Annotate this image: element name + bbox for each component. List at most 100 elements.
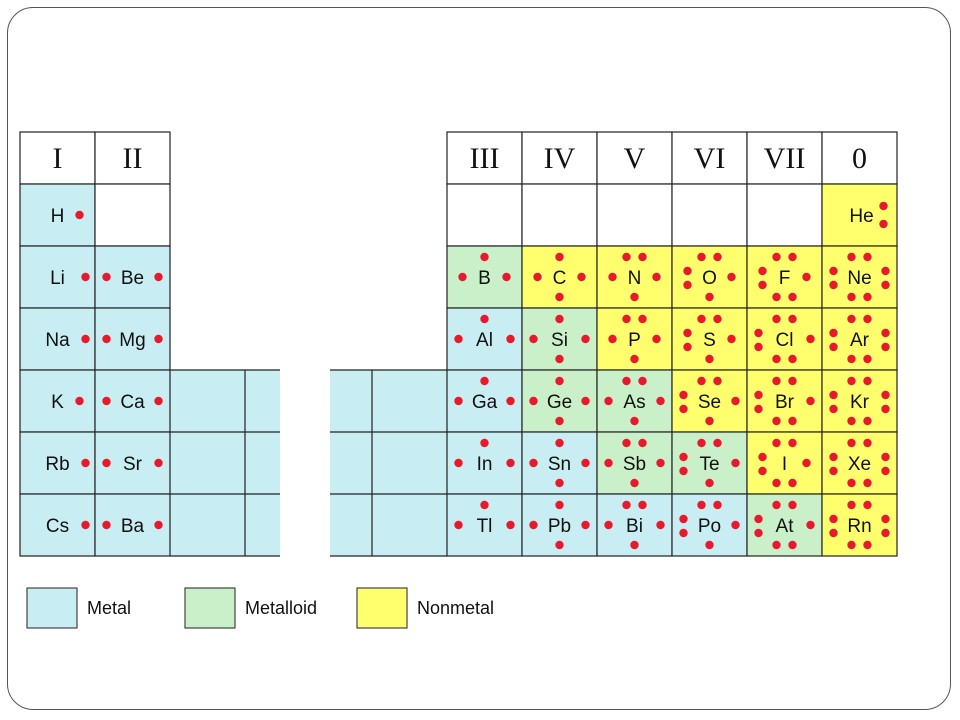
valence-electron-dot xyxy=(705,416,714,426)
group-label: IV xyxy=(544,142,576,175)
element-symbol: Rn xyxy=(847,516,871,537)
valence-electron-dot xyxy=(881,266,890,276)
element-o: O xyxy=(671,245,748,309)
valence-electron-dot xyxy=(555,438,564,448)
valence-electron-dot xyxy=(697,314,706,324)
valence-electron-dot xyxy=(772,354,781,364)
valence-electron-dot xyxy=(879,201,888,211)
element-as: As xyxy=(596,369,673,433)
empty-cell xyxy=(746,183,823,247)
valence-electron-dot xyxy=(604,520,613,530)
element-k: K xyxy=(19,369,96,433)
element-na: Na xyxy=(19,307,96,371)
valence-electron-dot xyxy=(727,334,736,344)
valence-electron-dot xyxy=(638,314,647,324)
group-label: I xyxy=(53,142,63,175)
cell-background xyxy=(821,307,898,371)
valence-electron-dot xyxy=(829,528,838,538)
valence-electron-dot xyxy=(758,280,767,290)
valence-electron-dot xyxy=(622,314,631,324)
valence-electron-dot xyxy=(758,452,767,462)
valence-electron-dot xyxy=(772,478,781,488)
element-si: Si xyxy=(521,307,598,371)
cell-background xyxy=(446,183,523,247)
element-symbol: Mg xyxy=(119,330,145,351)
element-symbol: S xyxy=(703,330,716,351)
element-symbol: Se xyxy=(698,392,721,413)
element-symbol: Po xyxy=(698,516,721,537)
element-pb: Pb xyxy=(521,493,598,557)
valence-electron-dot xyxy=(581,396,590,406)
valence-electron-dot xyxy=(881,466,890,476)
element-symbol: B xyxy=(478,268,491,289)
group-header-v: V xyxy=(596,131,673,185)
valence-electron-dot xyxy=(863,314,872,324)
valence-electron-dot xyxy=(788,500,797,510)
transition-stub-left xyxy=(170,370,280,556)
valence-electron-dot xyxy=(772,292,781,302)
valence-electron-dot xyxy=(638,376,647,386)
valence-electron-dot xyxy=(555,376,564,386)
element-symbol: Ga xyxy=(472,392,498,413)
valence-electron-dot xyxy=(829,328,838,338)
cell-background xyxy=(671,183,748,247)
valence-electron-dot xyxy=(630,292,639,302)
empty-cell xyxy=(596,183,673,247)
element-te: Te xyxy=(671,431,748,495)
valence-electron-dot xyxy=(604,458,613,468)
cell-background xyxy=(821,183,898,247)
legend-swatch xyxy=(184,587,236,629)
valence-electron-dot xyxy=(727,272,736,282)
element-f: F xyxy=(746,245,823,309)
group-header-cell xyxy=(19,131,96,185)
element-symbol: He xyxy=(849,206,873,227)
valence-electron-dot xyxy=(847,354,856,364)
legend-label: Metal xyxy=(87,598,131,618)
valence-electron-dot xyxy=(679,514,688,524)
element-symbol: Be xyxy=(121,268,144,289)
group-header-cell xyxy=(821,131,898,185)
valence-electron-dot xyxy=(154,458,163,468)
valence-electron-dot xyxy=(81,334,90,344)
cell-background xyxy=(821,369,898,433)
valence-electron-dot xyxy=(555,354,564,364)
valence-electron-dot xyxy=(581,334,590,344)
valence-electron-dot xyxy=(881,342,890,352)
valence-electron-dot xyxy=(683,342,692,352)
valence-electron-dot xyxy=(802,272,811,282)
valence-electron-dot xyxy=(881,390,890,400)
valence-electron-dot xyxy=(754,404,763,414)
element-symbol: Rb xyxy=(45,454,69,475)
element-symbol: Sr xyxy=(123,454,143,475)
cell-background xyxy=(746,183,823,247)
element-be: Be xyxy=(94,245,171,309)
valence-electron-dot xyxy=(533,272,542,282)
valence-electron-dot xyxy=(806,520,815,530)
valence-electron-dot xyxy=(683,266,692,276)
element-li: Li xyxy=(19,245,96,309)
element-symbol: Bi xyxy=(626,516,643,537)
group-header-cell xyxy=(446,131,523,185)
element-ne: Ne xyxy=(821,245,898,309)
element-ge: Ge xyxy=(521,369,598,433)
valence-electron-dot xyxy=(630,478,639,488)
valence-electron-dot xyxy=(829,404,838,414)
valence-electron-dot xyxy=(679,466,688,476)
element-sn: Sn xyxy=(521,431,598,495)
valence-electron-dot xyxy=(881,528,890,538)
valence-electron-dot xyxy=(581,458,590,468)
valence-electron-dot xyxy=(772,438,781,448)
element-ga: Ga xyxy=(446,369,523,433)
valence-electron-dot xyxy=(622,500,631,510)
element-b: B xyxy=(446,245,523,309)
valence-electron-dot xyxy=(754,342,763,352)
valence-electron-dot xyxy=(555,416,564,426)
element-po: Po xyxy=(671,493,748,557)
element-ba: Ba xyxy=(94,493,171,557)
empty-cell xyxy=(521,183,598,247)
valence-electron-dot xyxy=(458,272,467,282)
valence-electron-dot xyxy=(788,540,797,550)
valence-electron-dot xyxy=(656,458,665,468)
valence-electron-dot xyxy=(863,354,872,364)
